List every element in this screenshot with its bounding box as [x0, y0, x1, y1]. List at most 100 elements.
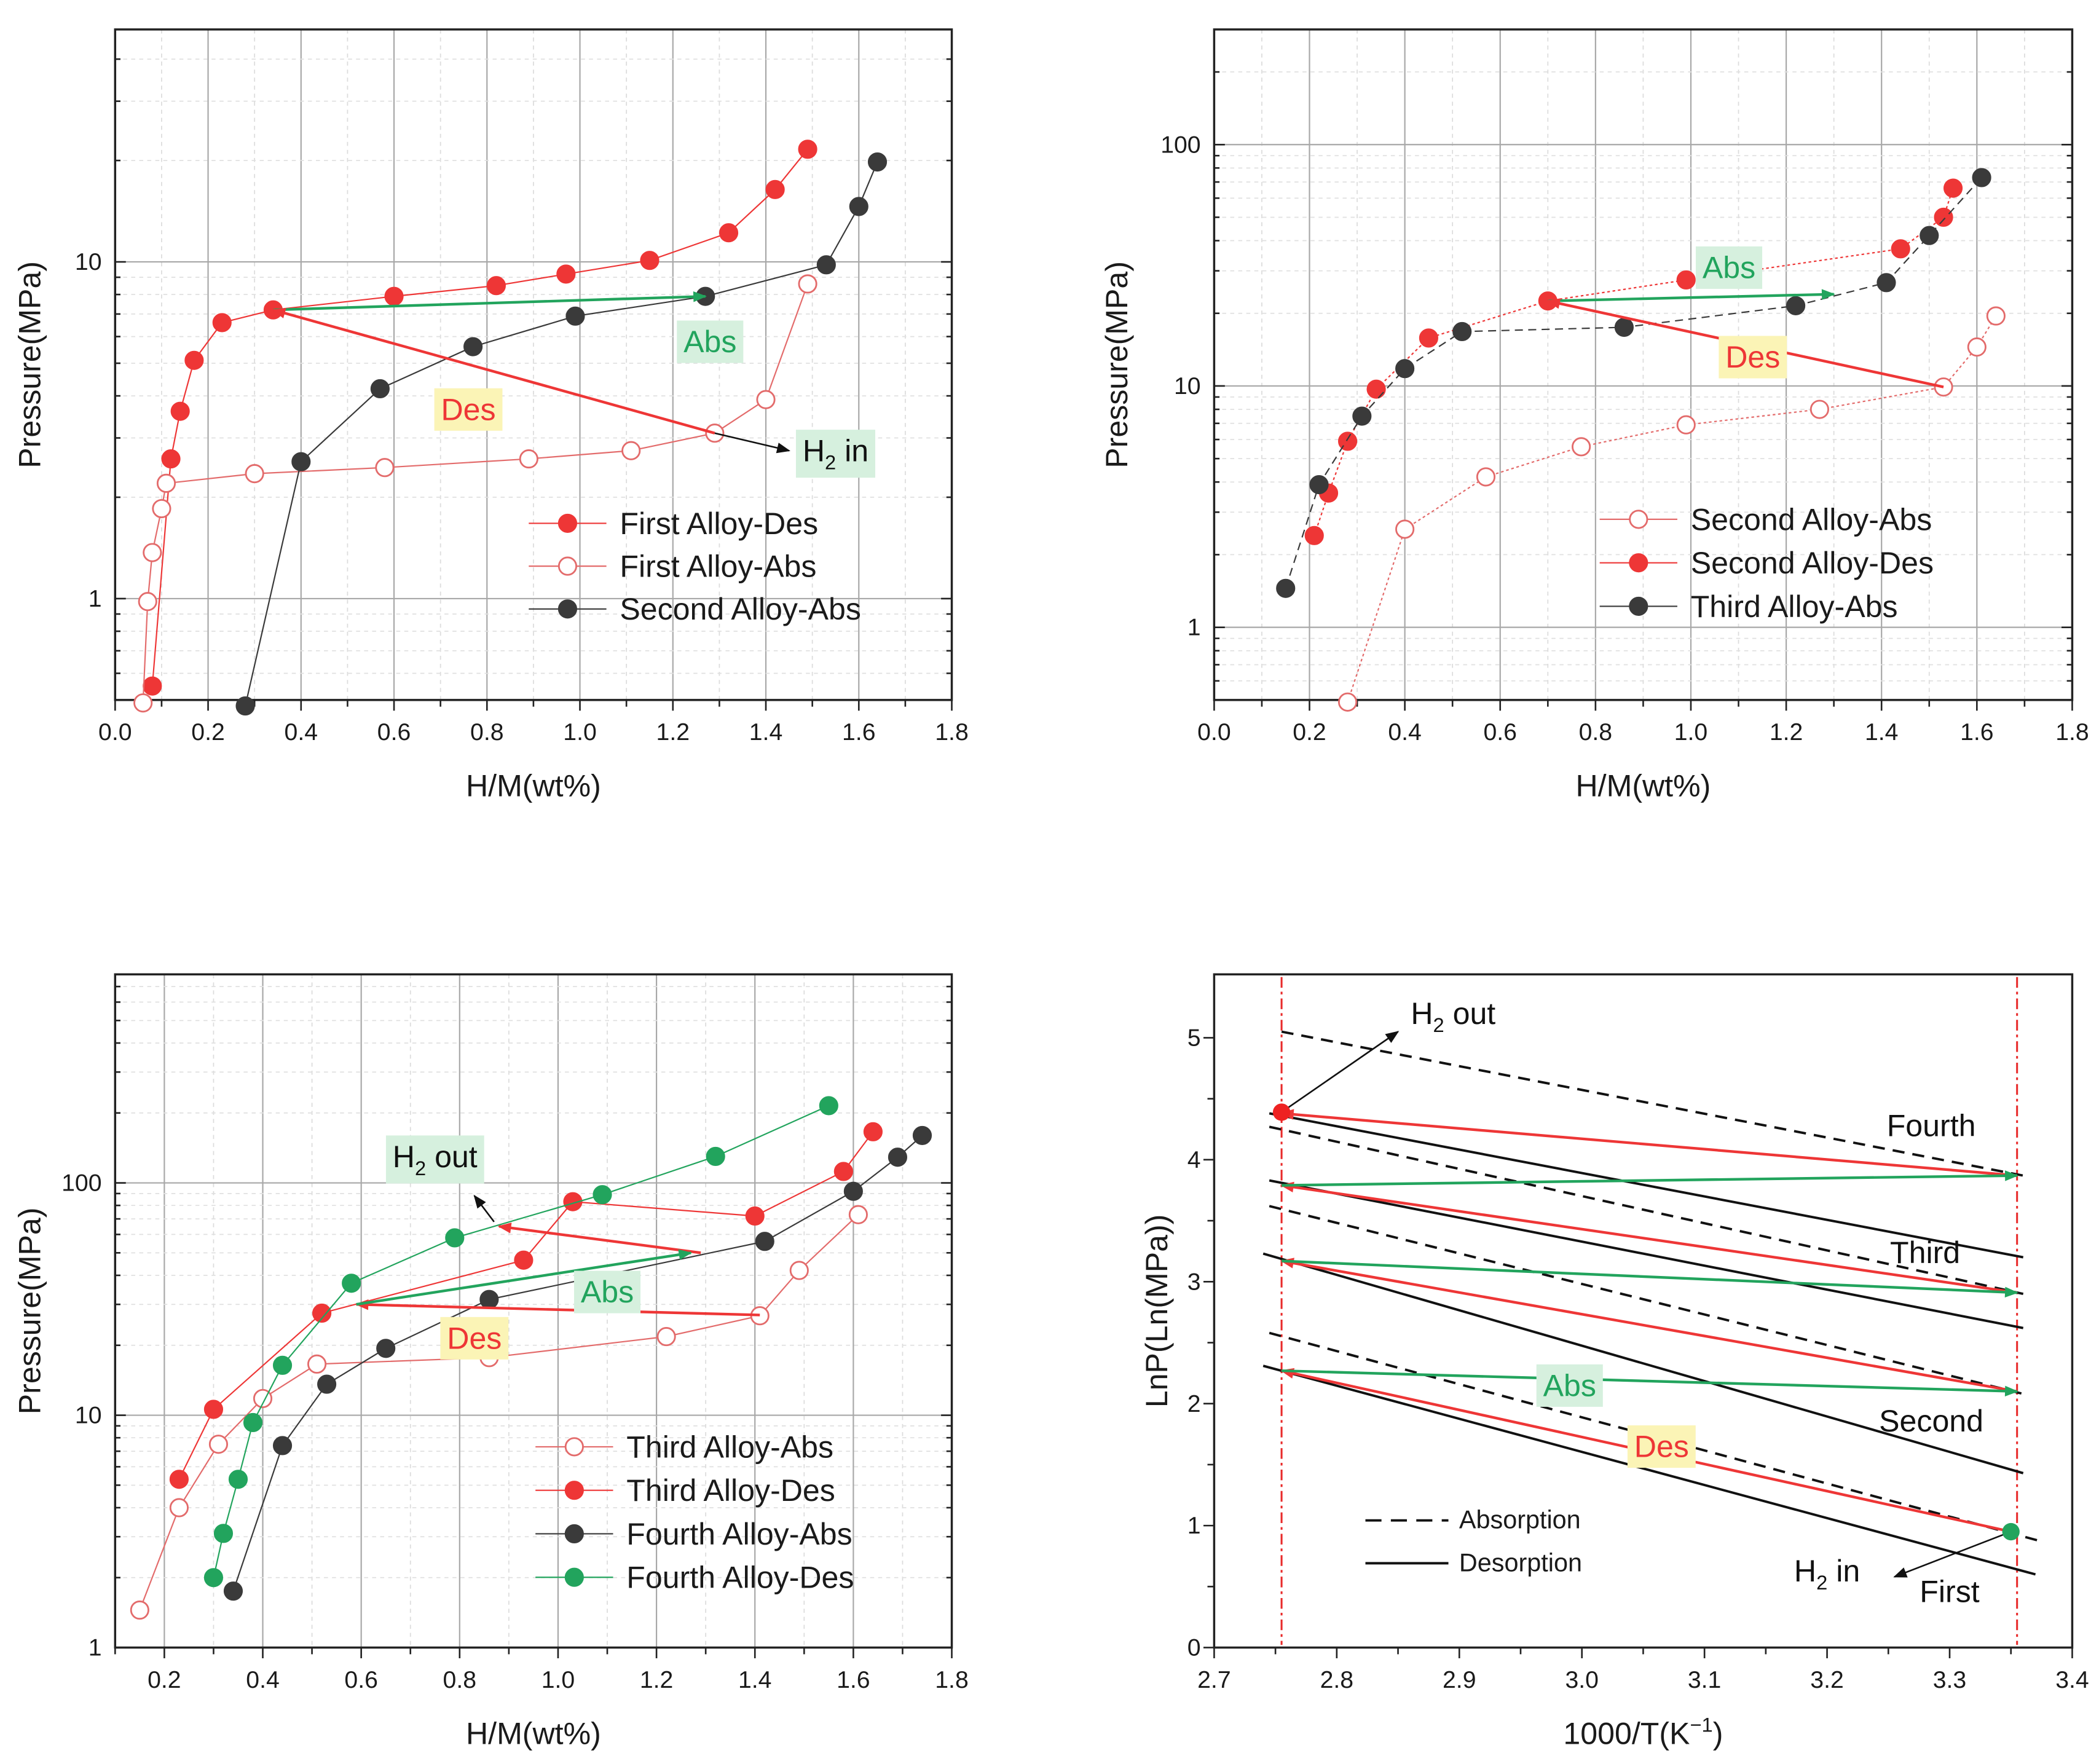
grid	[114, 974, 953, 1648]
data-point	[514, 1250, 534, 1270]
y-axis-title: Pressure(MPa)	[1100, 261, 1134, 468]
data-point	[798, 274, 817, 294]
data-point	[1395, 359, 1415, 379]
data-point	[170, 401, 190, 421]
series-first-alloy-abs	[133, 274, 817, 713]
data-point	[272, 1436, 293, 1455]
x-tick-label: 1.0	[563, 719, 596, 746]
legend: Second Alloy-Abs Second Alloy-Des Third Al…	[1599, 502, 1934, 624]
legend-marker	[557, 599, 578, 619]
arrow	[273, 291, 707, 312]
data-point	[235, 696, 255, 716]
legend-marker	[1629, 553, 1648, 573]
legend-label: Second Alloy-Abs	[1691, 502, 1932, 537]
data-point	[169, 1498, 189, 1518]
annotation-subscript: 2	[825, 451, 836, 474]
data-point	[640, 251, 660, 270]
annotation-text: Abs	[1543, 1368, 1596, 1403]
legend-label: Second Alloy-Des	[1691, 546, 1934, 580]
x-tick-label: 1.4	[1865, 719, 1898, 746]
annotation-text: Second	[1879, 1404, 1983, 1438]
data-point	[376, 1339, 396, 1358]
data-point	[1891, 239, 1910, 259]
overlay: Abs Des H2 in	[133, 140, 888, 716]
annotation-text: H2 in	[1794, 1554, 1860, 1594]
y-tick-label: 10	[1174, 373, 1201, 400]
data-point	[556, 264, 576, 284]
data-point	[706, 1146, 725, 1167]
annotation-background	[1719, 336, 1787, 379]
annotation-text: Abs	[1703, 250, 1755, 285]
series-line	[1285, 177, 1982, 589]
annotation-text-part: H	[393, 1140, 415, 1174]
annotation-text-part: in	[836, 434, 868, 468]
annotation-text-part: H	[803, 434, 825, 468]
data-point	[1810, 400, 1829, 419]
series-fourth-alloy-abs	[223, 1125, 932, 1601]
annotation-label: Des	[1627, 1425, 1696, 1468]
annotation-label: Abs	[1695, 246, 1763, 289]
legend-label: Second Alloy-Abs	[620, 592, 861, 626]
data-point	[756, 390, 776, 409]
data-point	[143, 676, 162, 696]
y-tick-label: 1	[1187, 1513, 1201, 1539]
annotation-text: H2 in	[803, 434, 868, 474]
data-point	[656, 1327, 676, 1347]
state-point	[1272, 1103, 1291, 1121]
legend-label: Third Alloy-Abs	[626, 1430, 833, 1464]
data-point	[203, 1400, 224, 1419]
x-tick-label: 1.0	[541, 1667, 575, 1693]
x-axis-title-text: )	[1713, 1716, 1723, 1750]
x-tick-label: 2.7	[1197, 1667, 1231, 1693]
data-point	[1972, 168, 1991, 187]
annotation-label: Abs	[677, 320, 744, 363]
annotation-label: Abs	[573, 1270, 641, 1313]
data-point	[317, 1374, 337, 1394]
annotation-text: Des	[1634, 1430, 1689, 1464]
grid	[1213, 29, 2073, 701]
data-point	[789, 1261, 809, 1280]
plot-area	[1280, 977, 2018, 1645]
annotation-background	[434, 388, 503, 431]
data-point	[184, 350, 204, 370]
chart-2: 0.0 0.2 0.4 0.6 0.8 1.0 1.2 1.4 1.6 1.8 1 10 100 H/M(…	[1100, 28, 2089, 803]
data-point	[719, 223, 739, 243]
x-axis-title: H/M(wt%)	[466, 769, 601, 803]
x-tick-label: 0.8	[443, 1667, 476, 1693]
legend-item: Absorption	[1365, 1506, 1581, 1534]
legend-label: Third Alloy-Abs	[1691, 589, 1898, 624]
data-point	[152, 498, 171, 519]
annotation-label: Des	[440, 1317, 509, 1360]
data-point	[228, 1470, 248, 1489]
annotation-text: Des	[447, 1321, 502, 1355]
data-point	[563, 1192, 583, 1211]
data-point	[863, 1122, 883, 1141]
annotation-text-part: H	[1794, 1554, 1816, 1588]
data-point	[565, 306, 585, 326]
data-point	[1337, 692, 1358, 712]
overlay: H2 out Abs Des	[130, 1096, 932, 1620]
legend-label: Fourth Alloy-Des	[626, 1561, 854, 1595]
legend-marker	[1629, 510, 1648, 529]
data-point	[133, 693, 153, 713]
legend-item: Desorption	[1365, 1548, 1582, 1577]
legend-item: Second Alloy-Abs	[529, 592, 861, 626]
data-point	[156, 473, 176, 493]
data-point	[867, 152, 888, 172]
x-axis-title-text: 1000/T(K	[1563, 1716, 1690, 1750]
data-point	[243, 1412, 263, 1433]
arrow	[1281, 1259, 2018, 1297]
data-point	[212, 313, 232, 333]
data-point	[208, 1435, 229, 1454]
x-tick-label: 0.4	[285, 719, 318, 746]
legend: First Alloy-Des First Alloy-Abs Second All…	[529, 506, 861, 626]
annotation-background	[573, 1270, 641, 1313]
x-tick-label: 1.2	[656, 719, 690, 746]
x-tick-label: 1.4	[738, 1667, 771, 1693]
data-point	[1986, 306, 2006, 326]
x-tick-label: 1.8	[935, 1667, 968, 1693]
x-tick-label: 1.2	[1770, 719, 1803, 746]
legend-item: First Alloy-Abs	[529, 549, 816, 584]
data-point	[1395, 519, 1415, 539]
legend-label: First Alloy-Des	[620, 506, 818, 541]
